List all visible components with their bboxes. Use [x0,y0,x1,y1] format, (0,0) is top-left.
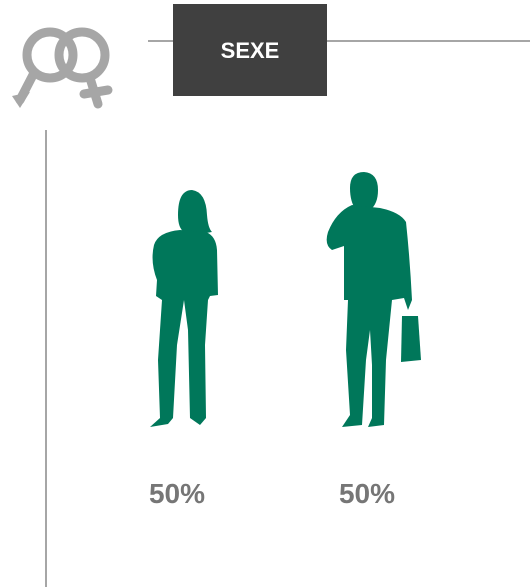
percentage: 50% [339,478,395,509]
gender-arrow [12,92,30,108]
gender-icon [15,27,113,109]
percentage: 50% [149,478,205,509]
title: SEXE [221,38,280,63]
title-box [173,4,327,96]
man-silhouette [326,172,421,427]
woman-silhouette [150,190,218,427]
